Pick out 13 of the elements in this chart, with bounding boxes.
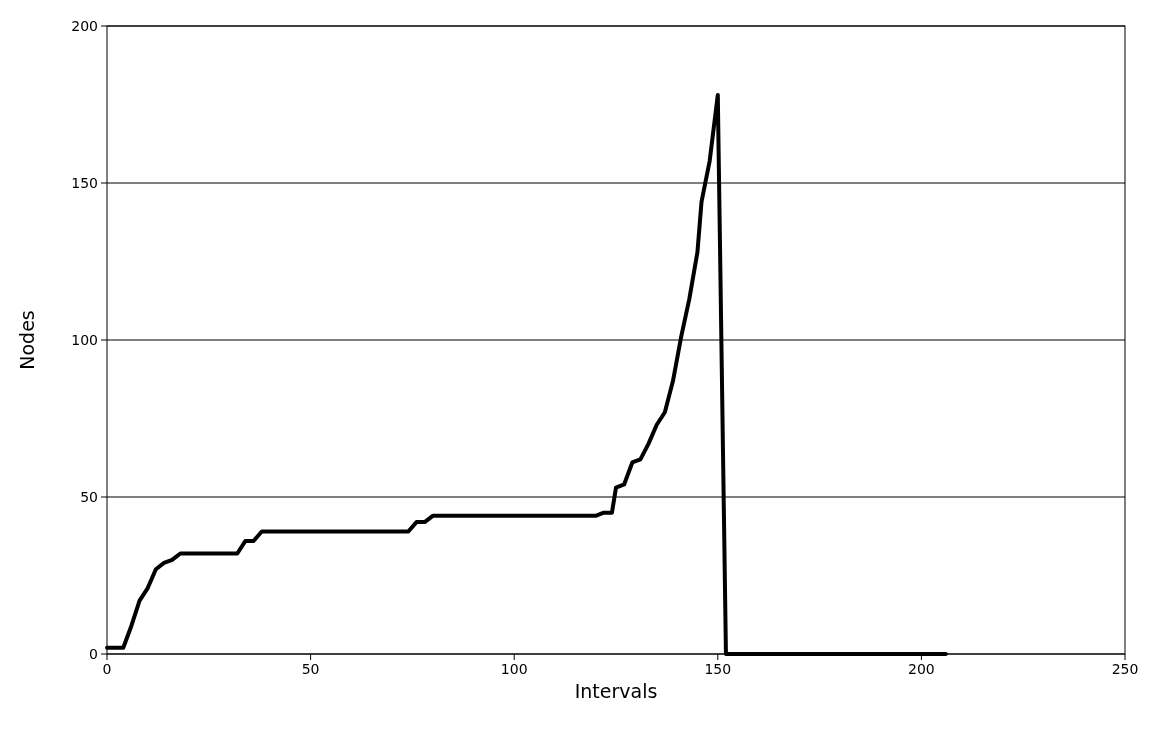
x-tick-label: 200 [908,661,935,677]
x-tick-label: 100 [500,661,528,677]
y-axis-title: Nodes [16,310,38,370]
x-tick-label: 50 [301,661,320,677]
y-tick-label: 50 [80,489,98,505]
y-tick-label: 150 [71,175,98,191]
x-tick-label: 250 [1111,661,1139,677]
y-tick-label: 100 [71,332,98,348]
y-tick-label: 200 [71,18,98,34]
y-tick-label: 0 [89,646,98,662]
x-tick-label: 0 [102,661,112,677]
x-axis-title: Intervals [574,680,658,702]
x-tick-label: 150 [704,661,732,677]
